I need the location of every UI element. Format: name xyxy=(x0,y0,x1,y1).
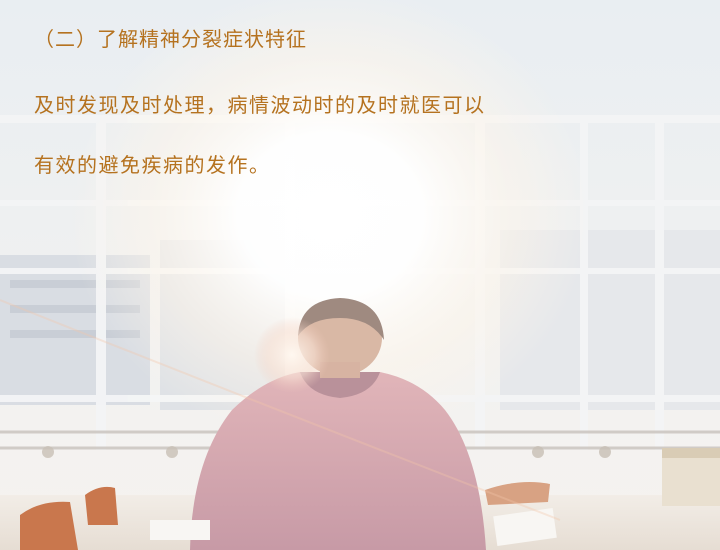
building-left-windows xyxy=(10,280,140,288)
box-right xyxy=(662,448,720,506)
paragraph-line-2: 有效的避免疾病的发作。 xyxy=(34,153,271,177)
paragraph-line-1: 及时发现及时处理，病情波动时的及时就医可以 xyxy=(34,93,486,117)
slide-heading: （二）了解精神分裂症状特征 xyxy=(34,27,307,51)
chair-right xyxy=(485,482,550,505)
chair-left xyxy=(20,486,118,550)
sun-glare xyxy=(70,0,590,445)
lens-flare xyxy=(254,317,330,393)
papers xyxy=(150,507,557,547)
slide-text: （二）了解精神分裂症状特征 及时发现及时处理，病情波动时的及时就医可以 有效的避… xyxy=(0,0,720,200)
man-silhouette xyxy=(190,298,486,550)
